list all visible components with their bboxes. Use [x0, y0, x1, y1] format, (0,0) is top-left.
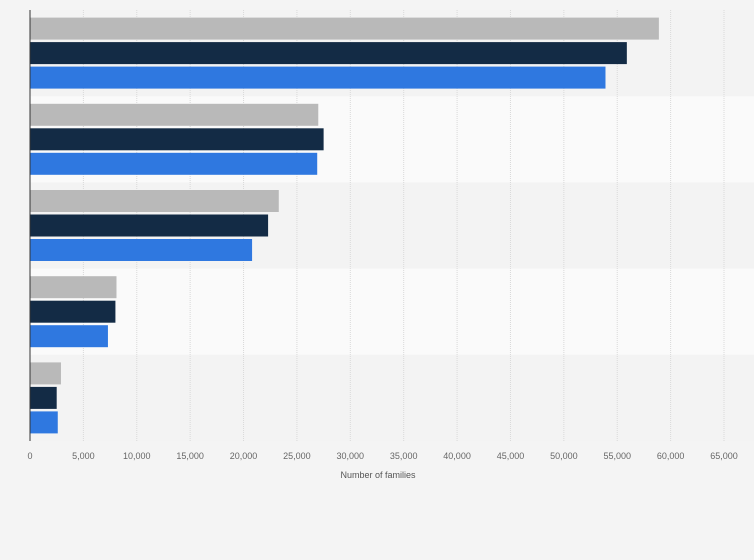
x-tick-label-8: 40,000: [443, 451, 471, 461]
x-tick-label-9: 45,000: [497, 451, 525, 461]
category-band-5: [30, 354, 754, 441]
bar-category-2-series-3: [30, 152, 318, 175]
bar-category-3-series-1: [30, 190, 279, 212]
bar-category-2-series-1: [30, 103, 319, 126]
x-tick-label-0: 0: [27, 451, 32, 461]
bar-category-4-series-3: [30, 325, 108, 348]
bar-category-1-series-1: [30, 17, 659, 40]
x-tick-label-7: 35,000: [390, 451, 418, 461]
x-tick-label-6: 30,000: [337, 451, 365, 461]
bar-category-5-series-2: [30, 386, 57, 409]
x-tick-label-3: 15,000: [176, 451, 204, 461]
bar-category-4-series-2: [30, 300, 116, 323]
x-tick-label-13: 65,000: [710, 451, 738, 461]
bar-category-1-series-2: [30, 42, 627, 65]
bar-category-5-series-1: [30, 362, 61, 385]
bar-category-5-series-3: [30, 411, 58, 434]
bar-category-1-series-3: [30, 66, 606, 89]
x-tick-label-12: 60,000: [657, 451, 685, 461]
x-tick-label-5: 25,000: [283, 451, 311, 461]
x-axis-title: Number of families: [340, 470, 416, 480]
bar-category-4-series-1: [30, 276, 117, 299]
x-tick-label-11: 55,000: [603, 451, 631, 461]
bar-category-3-series-3: [30, 239, 253, 261]
x-tick-label-1: 5,000: [72, 451, 95, 461]
x-axis-ticks: 0 5,000 10,000 15,000 20,000 25,000 30,000 35,0…: [27, 451, 737, 461]
x-tick-label-10: 50,000: [550, 451, 578, 461]
category-bands: [30, 10, 754, 441]
category-band-4: [30, 268, 754, 355]
bars: [30, 17, 659, 434]
x-tick-label-2: 10,000: [123, 451, 151, 461]
bar-category-3-series-2: [30, 214, 269, 237]
x-tick-label-4: 20,000: [230, 451, 258, 461]
bar-category-2-series-2: [30, 128, 324, 151]
